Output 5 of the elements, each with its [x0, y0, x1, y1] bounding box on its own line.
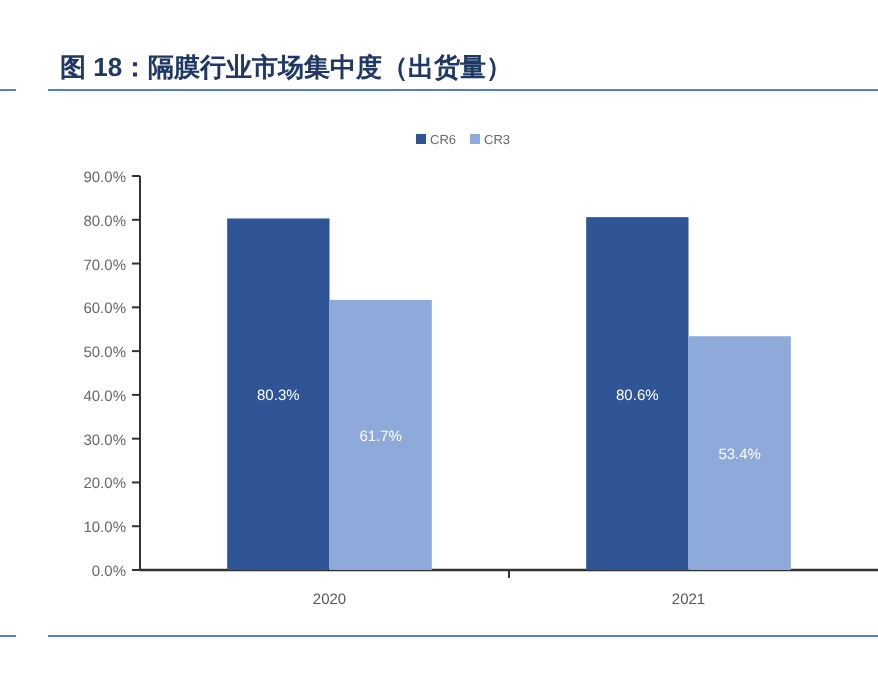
- bar: [586, 217, 689, 570]
- bar: [329, 299, 432, 570]
- chart-title: 图 18：隔膜行业市场集中度（出货量）: [60, 52, 513, 82]
- bar: [688, 336, 791, 570]
- bar: [227, 218, 330, 570]
